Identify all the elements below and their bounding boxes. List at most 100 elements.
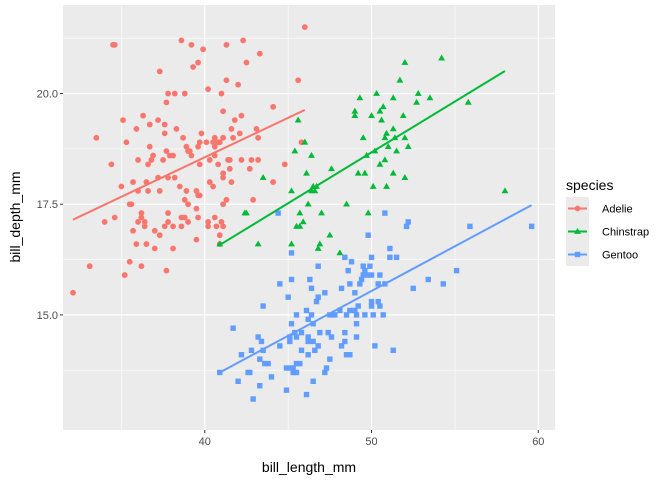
data-point-adelie — [180, 134, 186, 141]
data-point-gentoo — [277, 281, 283, 287]
data-point-gentoo — [337, 307, 343, 314]
data-point-gentoo — [453, 267, 460, 274]
data-point-adelie — [228, 179, 235, 185]
data-point-adelie — [200, 46, 206, 53]
data-point-adelie — [270, 179, 277, 185]
series-gentoo — [217, 210, 535, 402]
data-point-adelie — [220, 134, 227, 141]
data-point-adelie — [256, 50, 263, 57]
data-point-chinstrap — [389, 169, 397, 176]
data-point-chinstrap — [316, 240, 324, 247]
data-point-adelie — [181, 90, 188, 97]
data-point-adelie — [206, 179, 213, 185]
data-point-adelie — [146, 121, 153, 128]
data-point-gentoo — [265, 360, 271, 367]
data-point-gentoo — [393, 254, 400, 261]
legend-item-adelie: Adelie — [566, 197, 633, 220]
data-point-gentoo — [353, 334, 360, 340]
legend-items: Adelie Chinstrap Gentoo — [566, 197, 649, 266]
data-point-adelie — [226, 157, 233, 163]
legend-label: Gentoo — [602, 250, 638, 262]
data-point-adelie — [196, 139, 203, 146]
data-point-adelie — [145, 161, 151, 168]
legend-key-marker — [574, 251, 581, 258]
data-point-gentoo — [358, 276, 365, 283]
data-point-chinstrap — [383, 182, 390, 189]
data-point-chinstrap — [464, 98, 472, 105]
data-point-gentoo — [287, 338, 293, 345]
data-point-chinstrap — [399, 112, 407, 119]
data-point-chinstrap — [384, 143, 392, 150]
data-point-adelie — [148, 157, 155, 163]
data-point-gentoo — [403, 223, 410, 230]
data-point-gentoo — [257, 383, 263, 389]
data-point-gentoo — [380, 312, 386, 318]
data-point-chinstrap — [396, 76, 404, 83]
data-point-adelie — [205, 219, 211, 225]
data-point-chinstrap — [389, 94, 397, 101]
data-point-chinstrap — [381, 156, 389, 163]
data-point-adelie — [126, 258, 133, 265]
fit-line-adelie — [72, 109, 306, 221]
data-point-gentoo — [310, 378, 316, 385]
data-point-gentoo — [327, 356, 333, 362]
data-point-gentoo — [387, 245, 393, 252]
data-point-gentoo — [260, 303, 266, 309]
data-point-chinstrap — [296, 222, 304, 229]
data-point-adelie — [163, 267, 170, 274]
data-point-gentoo — [353, 321, 360, 327]
data-point-chinstrap — [438, 54, 446, 61]
data-point-adelie — [183, 143, 190, 150]
data-point-gentoo — [310, 321, 316, 327]
data-point-chinstrap — [404, 143, 412, 150]
data-point-adelie — [185, 219, 191, 225]
data-point-adelie — [236, 130, 243, 137]
data-point-adelie — [111, 41, 118, 48]
data-point-gentoo — [328, 334, 335, 340]
data-point-adelie — [141, 223, 148, 230]
data-point-adelie — [231, 117, 238, 124]
data-point-adelie — [151, 227, 158, 234]
data-point-gentoo — [287, 334, 293, 340]
data-point-adelie — [211, 214, 218, 221]
data-point-gentoo — [308, 285, 315, 292]
data-point-gentoo — [305, 352, 311, 358]
y-tick-label: 17.5 — [37, 199, 58, 211]
data-point-adelie — [220, 201, 227, 208]
data-point-gentoo — [230, 325, 236, 331]
data-point-gentoo — [353, 312, 360, 318]
data-point-gentoo — [250, 396, 256, 402]
data-point-adelie — [218, 219, 225, 225]
data-point-adelie — [211, 134, 218, 141]
data-point-adelie — [223, 77, 230, 84]
data-point-adelie — [163, 148, 170, 154]
data-point-adelie — [163, 99, 170, 106]
data-point-gentoo — [313, 298, 320, 305]
data-point-adelie — [220, 170, 227, 177]
data-point-gentoo — [368, 272, 375, 278]
data-point-chinstrap — [243, 209, 250, 216]
data-point-chinstrap — [393, 147, 400, 154]
legend-label: Chinstrap — [602, 227, 649, 239]
data-point-gentoo — [307, 276, 313, 283]
data-point-gentoo — [288, 276, 295, 283]
data-point-adelie — [213, 223, 220, 230]
data-point-adelie — [128, 201, 135, 208]
data-point-gentoo — [238, 352, 245, 358]
data-point-gentoo — [248, 347, 255, 354]
data-point-adelie — [246, 165, 253, 172]
data-point-gentoo — [377, 303, 383, 309]
data-point-adelie — [178, 223, 185, 230]
legend: species Adelie Chinstrap Gentoo — [566, 177, 649, 266]
data-point-gentoo — [305, 338, 311, 345]
data-point-adelie — [165, 210, 171, 216]
data-point-adelie — [205, 86, 211, 93]
data-point-chinstrap — [254, 240, 262, 247]
data-point-gentoo — [347, 281, 353, 287]
data-point-gentoo — [348, 259, 355, 265]
data-point-adelie — [101, 219, 108, 225]
data-point-gentoo — [290, 369, 296, 376]
data-points — [70, 24, 535, 402]
data-point-gentoo — [310, 338, 316, 345]
data-point-gentoo — [360, 272, 366, 278]
